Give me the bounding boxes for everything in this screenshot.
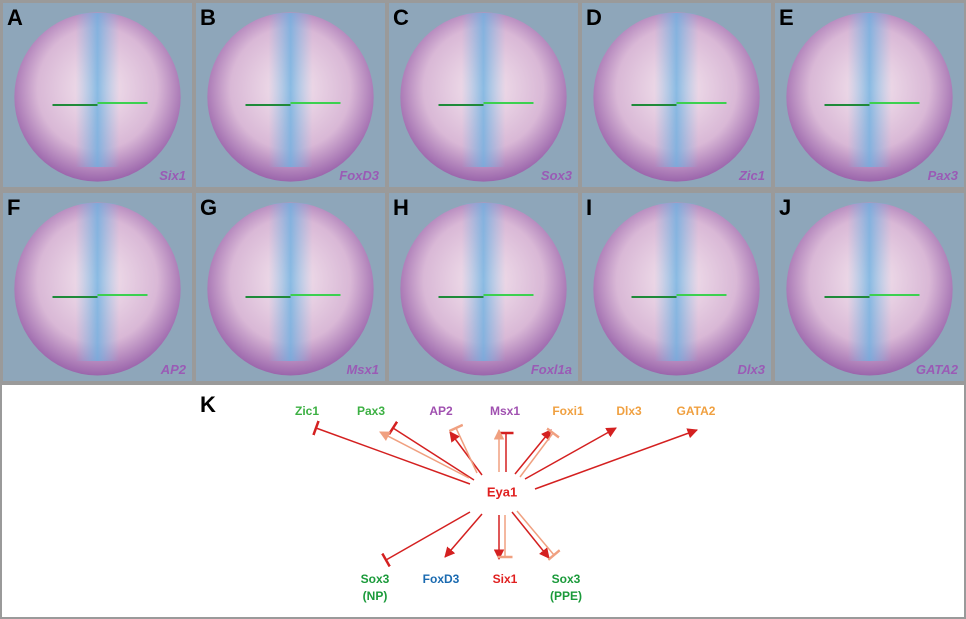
target-node: Pax3 (357, 404, 385, 418)
panel: C Sox3 (389, 3, 578, 187)
diagram: K Eya1 Zic1 Pax3 AP2 Msx1 Foxi1 Dlx3 GATA2 Sox3… (200, 392, 716, 603)
midline-stain (461, 13, 506, 167)
diagram-area (2, 385, 964, 617)
panel-letter: K (200, 392, 216, 417)
panel: D Zic1 (582, 3, 771, 187)
midline-stain (268, 203, 313, 361)
panel-letter: E (779, 5, 794, 30)
panel: B FoxD3 (196, 3, 385, 187)
target-node: Six1 (493, 572, 518, 586)
target-node: FoxD3 (423, 572, 460, 586)
target-note: (PPE) (550, 589, 582, 603)
gene-label: Foxl1a (531, 362, 572, 377)
gene-label: Pax3 (928, 168, 959, 183)
panel: G Msx1 (196, 193, 385, 381)
gene-label: AP2 (160, 362, 187, 377)
gene-label: Sox3 (541, 168, 573, 183)
target-note: (NP) (363, 589, 388, 603)
target-node: Foxi1 (552, 404, 584, 418)
target-node: Sox3 (361, 572, 390, 586)
midline-stain (75, 13, 120, 167)
midline-stain (654, 13, 699, 167)
panel-letter: A (7, 5, 23, 30)
midline-stain (847, 13, 892, 167)
target-node: GATA2 (677, 404, 716, 418)
midline-stain (654, 203, 699, 361)
panel: F AP2 (3, 193, 192, 381)
panel-letter: J (779, 195, 791, 220)
gene-label: GATA2 (916, 362, 959, 377)
panel-letter: F (7, 195, 20, 220)
gene-label: Dlx3 (738, 362, 766, 377)
panel-letter: D (586, 5, 602, 30)
edges (312, 420, 698, 568)
midline-stain (268, 13, 313, 167)
midline-stain (461, 203, 506, 361)
target-node: Zic1 (295, 404, 319, 418)
target-node: Msx1 (490, 404, 520, 418)
target-node: Dlx3 (616, 404, 642, 418)
panel: J GATA2 (775, 193, 964, 381)
panel-letter: H (393, 195, 409, 220)
target-node: AP2 (429, 404, 453, 418)
panel-letter: B (200, 5, 216, 30)
panel-letter: C (393, 5, 409, 30)
panel-letter: G (200, 195, 217, 220)
panel: E Pax3 (775, 3, 964, 187)
gene-label: Six1 (159, 168, 186, 183)
midline-stain (75, 203, 120, 361)
panel-letter: I (586, 195, 592, 220)
panel: A Six1 (3, 3, 192, 187)
midline-stain (847, 203, 892, 361)
gene-label: Zic1 (738, 168, 765, 183)
gene-label: Msx1 (346, 362, 379, 377)
panel: I Dlx3 (582, 193, 771, 381)
center-node: Eya1 (487, 484, 517, 499)
panel: H Foxl1a (389, 193, 578, 381)
gene-label: FoxD3 (339, 168, 380, 183)
target-node: Sox3 (552, 572, 581, 586)
panels: A Six1 B FoxD3 C Sox3 D Zic1 E Pax3 F AP2 G Msx1 H Foxl… (3, 3, 964, 381)
